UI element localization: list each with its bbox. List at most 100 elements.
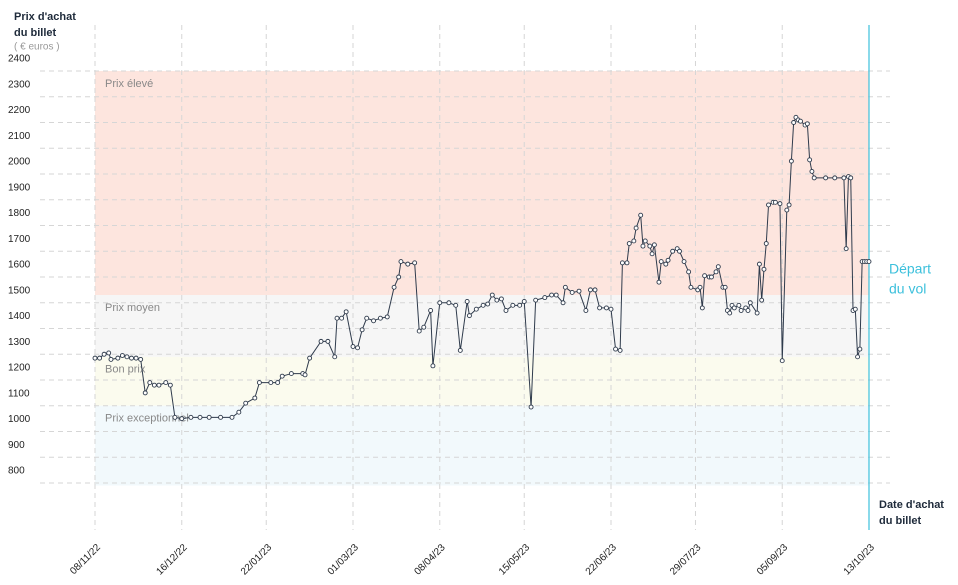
y-axis-unit: ( € euros ) (14, 42, 60, 53)
data (92, 25, 872, 530)
price-point (811, 175, 817, 181)
x-tick-label: 22/06/23 (584, 542, 620, 578)
price-point (364, 315, 370, 321)
price-point (608, 306, 614, 312)
y-tick-label: 1900 (8, 182, 31, 193)
price-point (485, 301, 491, 307)
price-point (428, 308, 434, 313)
x-axis-title: du billet (879, 515, 922, 527)
price-point (761, 266, 767, 272)
price-point (576, 288, 582, 294)
price-point (613, 346, 619, 352)
price-point (236, 409, 242, 415)
price-point (464, 299, 470, 304)
price-point (172, 414, 178, 420)
price-point (852, 306, 858, 312)
price-point (745, 308, 751, 313)
price-point (727, 310, 733, 316)
price-point (147, 380, 153, 386)
price-point (722, 284, 728, 290)
price-point (188, 414, 194, 420)
price-point (649, 251, 655, 257)
price-point (569, 290, 575, 295)
price-point (651, 242, 657, 248)
price-point (206, 414, 212, 420)
price-point (809, 168, 815, 174)
price-point (138, 356, 144, 362)
price-point (151, 382, 157, 388)
y-tick-label: 2000 (8, 157, 31, 168)
price-point (243, 400, 249, 406)
price-point (252, 395, 258, 401)
zones (95, 71, 869, 486)
price-point (332, 354, 338, 360)
price-point (754, 310, 760, 316)
price-point (318, 338, 324, 344)
price-point (503, 308, 509, 313)
price-point (256, 380, 262, 386)
price-point (197, 414, 203, 420)
price-point (466, 313, 472, 319)
price-point (832, 175, 838, 181)
price-point (343, 309, 349, 315)
price-point (597, 305, 603, 311)
price-point (350, 344, 356, 349)
price-point (592, 287, 598, 293)
zone-label: Prix exceptionnel (105, 413, 189, 425)
price-point (560, 300, 566, 306)
x-tick-label: 05/09/23 (755, 542, 791, 578)
price-point (713, 269, 719, 275)
price-point (855, 354, 861, 360)
price-point (866, 259, 872, 264)
price-point (446, 300, 452, 306)
price-point (843, 246, 849, 252)
price-point (784, 207, 790, 213)
price-point (453, 302, 459, 308)
price-point (480, 302, 486, 308)
price-zone (95, 71, 869, 296)
y-tick-label: 2200 (8, 105, 31, 116)
price-point (396, 274, 402, 280)
price-point (763, 241, 769, 246)
price-point (702, 273, 708, 279)
price-point (658, 259, 664, 264)
price-point (681, 259, 687, 264)
price-point (457, 347, 463, 353)
price-point (686, 269, 692, 275)
price-point (275, 380, 281, 386)
price-point (736, 302, 742, 308)
price-point (339, 315, 345, 321)
price-point (115, 355, 121, 361)
x-tick-label: 13/10/23 (842, 542, 878, 578)
price-point (697, 284, 703, 290)
price-point (384, 314, 390, 320)
x-tick-label: 16/12/22 (154, 542, 190, 578)
y-tick-label: 2300 (8, 79, 31, 90)
y-tick-label: 1700 (8, 234, 31, 245)
price-point (777, 201, 783, 207)
price-point (788, 158, 794, 164)
price-point (631, 238, 637, 244)
price-point (430, 363, 436, 369)
y-tick-label: 900 (8, 440, 25, 451)
price-point (791, 120, 797, 125)
price-point (398, 259, 404, 264)
x-tick-label: 15/05/23 (497, 542, 533, 578)
y-tick-label: 1600 (8, 260, 31, 271)
price-point (355, 345, 361, 351)
price-point (179, 416, 185, 422)
price-point (307, 355, 313, 361)
price-point (167, 382, 173, 388)
y-axis-title: Prix d'achat (14, 11, 76, 23)
y-tick-label: 1100 (8, 388, 30, 399)
price-point (101, 351, 107, 357)
price-point (229, 414, 235, 420)
price-point (528, 404, 534, 410)
price-point (798, 118, 803, 124)
x-tick-label: 22/01/23 (239, 542, 275, 578)
price-point (163, 380, 169, 386)
y-tick-label: 1000 (8, 414, 31, 425)
y-tick-label: 2400 (8, 54, 31, 65)
x-tick-label: 08/04/23 (412, 542, 448, 578)
